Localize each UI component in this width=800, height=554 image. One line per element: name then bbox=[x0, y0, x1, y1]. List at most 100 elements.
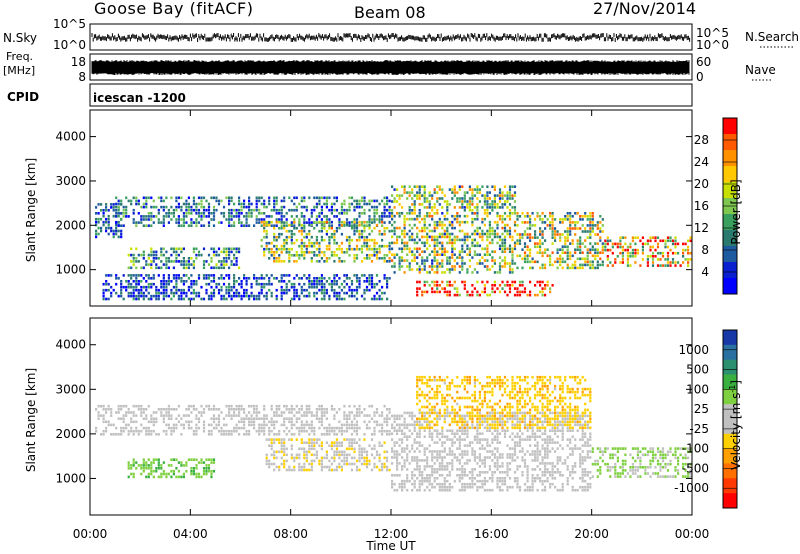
power-cell bbox=[436, 223, 439, 227]
velocity-cell bbox=[546, 447, 549, 450]
power-cell bbox=[486, 194, 489, 197]
power-cell bbox=[157, 291, 160, 295]
power-cell bbox=[473, 217, 476, 221]
power-cell bbox=[290, 199, 293, 203]
velocity-cell bbox=[549, 485, 552, 489]
power-cell bbox=[624, 236, 627, 239]
power-cell bbox=[619, 261, 622, 264]
power-cell bbox=[381, 232, 384, 236]
velocity-cell bbox=[493, 471, 496, 474]
velocity-cell bbox=[491, 488, 494, 492]
velocity-cell bbox=[451, 462, 454, 465]
power-cell bbox=[182, 274, 185, 277]
power-cell bbox=[506, 214, 509, 218]
power-cell bbox=[273, 208, 276, 212]
velocity-cell bbox=[370, 433, 374, 436]
velocity-cell bbox=[212, 461, 216, 464]
velocity-cell bbox=[275, 450, 278, 454]
power-cell bbox=[185, 199, 188, 203]
power-cell bbox=[305, 247, 308, 251]
power-cell bbox=[511, 271, 514, 274]
power-cell bbox=[664, 258, 667, 261]
velocity-cell bbox=[461, 438, 464, 441]
power-cell bbox=[441, 265, 444, 268]
velocity-cell bbox=[541, 474, 544, 477]
power-cell bbox=[212, 274, 216, 277]
power-cell bbox=[491, 238, 494, 242]
power-cell bbox=[192, 297, 195, 301]
velocity-cell bbox=[207, 404, 211, 408]
velocity-cell bbox=[300, 441, 303, 444]
power-cell bbox=[589, 221, 592, 224]
power-cell bbox=[601, 242, 604, 245]
power-cell bbox=[107, 214, 110, 218]
velocity-cell bbox=[383, 404, 386, 408]
velocity-cell bbox=[142, 467, 145, 470]
power-cell bbox=[398, 268, 401, 271]
power-cell bbox=[205, 274, 208, 277]
velocity-cell bbox=[340, 429, 343, 433]
power-cell bbox=[217, 221, 221, 224]
velocity-cell bbox=[483, 477, 486, 480]
velocity-cell bbox=[511, 459, 514, 462]
power-cell bbox=[127, 280, 130, 283]
velocity-cell bbox=[471, 482, 474, 486]
power-cell bbox=[323, 291, 326, 295]
power-cell bbox=[165, 212, 168, 215]
velocity-cell bbox=[529, 485, 532, 489]
velocity-cell bbox=[333, 459, 336, 463]
velocity-cell bbox=[102, 404, 105, 408]
power-cell bbox=[142, 291, 145, 295]
power-cell bbox=[283, 241, 286, 245]
power-cell bbox=[381, 238, 384, 242]
power-cell bbox=[491, 209, 494, 212]
power-cell bbox=[182, 247, 185, 251]
power-cell bbox=[315, 280, 318, 283]
velocity-cell bbox=[127, 423, 130, 427]
velocity-cell bbox=[313, 426, 316, 430]
velocity-cell bbox=[273, 450, 276, 454]
power-cell bbox=[433, 247, 436, 251]
power-cell bbox=[426, 212, 429, 215]
velocity-cell bbox=[461, 465, 464, 468]
power-cell bbox=[421, 250, 424, 253]
velocity-cell bbox=[546, 456, 549, 459]
velocity-cell bbox=[436, 429, 439, 432]
power-cell bbox=[217, 202, 221, 206]
velocity-cell bbox=[185, 414, 188, 417]
power-cell bbox=[157, 257, 160, 260]
velocity-cell bbox=[473, 477, 476, 480]
power-cell bbox=[177, 221, 180, 224]
velocity-cell bbox=[506, 420, 509, 424]
power-cell bbox=[466, 293, 469, 297]
power-cell bbox=[566, 227, 569, 230]
velocity-cell bbox=[315, 417, 318, 420]
velocity-cell bbox=[536, 450, 539, 453]
velocity-cell bbox=[293, 408, 296, 411]
velocity-cell bbox=[463, 414, 466, 418]
power-cell bbox=[523, 230, 527, 233]
velocity-cell bbox=[320, 417, 323, 420]
velocity-cell bbox=[413, 459, 416, 462]
power-cell bbox=[355, 257, 359, 260]
power-cell bbox=[235, 291, 238, 295]
power-cell bbox=[569, 221, 572, 224]
power-cell bbox=[235, 208, 238, 212]
power-cell bbox=[451, 238, 454, 242]
power-cell bbox=[639, 239, 642, 243]
power-cell bbox=[300, 288, 303, 292]
power-cell bbox=[458, 188, 461, 191]
power-cell bbox=[338, 257, 341, 260]
velocity-cell bbox=[210, 429, 213, 433]
velocity-cell bbox=[265, 453, 268, 457]
power-cell bbox=[396, 238, 399, 242]
power-cell bbox=[270, 215, 273, 218]
velocity-cell bbox=[446, 474, 449, 477]
velocity-cell bbox=[355, 465, 359, 469]
velocity-cell bbox=[365, 414, 369, 417]
power-cell bbox=[463, 262, 466, 265]
power-cell bbox=[488, 191, 491, 194]
power-cell bbox=[298, 223, 301, 227]
power-cell bbox=[360, 196, 364, 200]
velocity-cell bbox=[333, 441, 336, 444]
